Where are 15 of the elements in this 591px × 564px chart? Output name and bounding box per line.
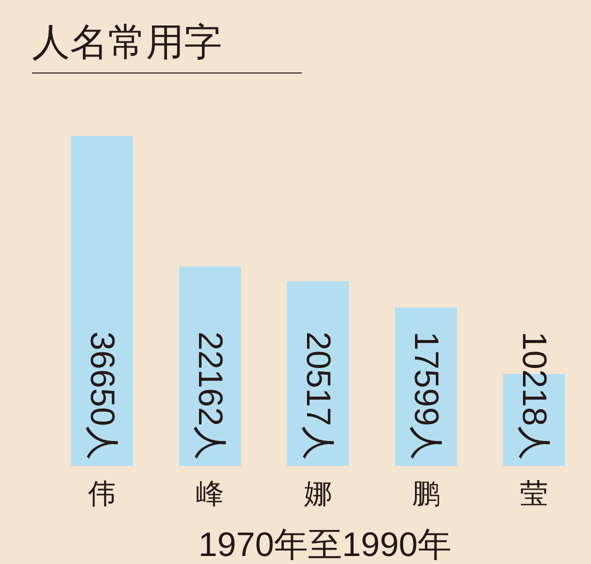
data-label: 22162人 [191,331,229,460]
bar [71,136,133,466]
x-tick-label: 峰 [196,478,224,509]
x-tick-label: 娜 [304,478,332,509]
x-tick-label: 莹 [520,478,548,509]
data-label: 36650人 [83,331,121,460]
x-tick-label: 鹏 [412,478,440,509]
data-label: 17599人 [407,331,445,460]
chart-title: 人名常用字 [32,22,222,64]
x-tick-label: 伟 [88,478,116,509]
data-label: 20517人 [299,331,337,460]
data-label: 10218人 [515,331,553,460]
bar [287,281,349,466]
x-axis-title: 1970年至1990年 [198,526,452,564]
bar [179,266,241,466]
